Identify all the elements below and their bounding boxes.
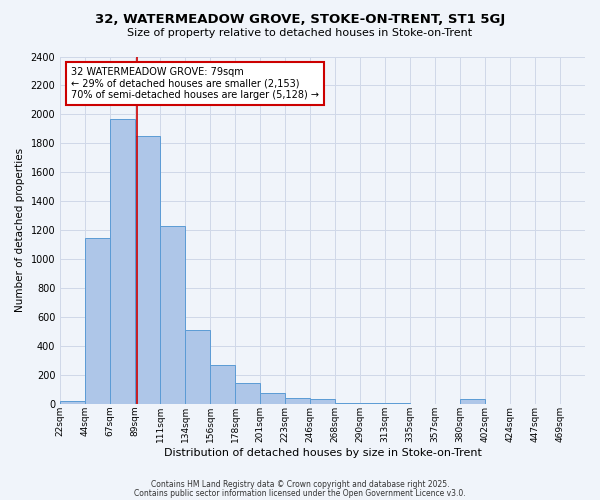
Bar: [110, 119, 135, 404]
Text: 32, WATERMEADOW GROVE, STOKE-ON-TRENT, ST1 5GJ: 32, WATERMEADOW GROVE, STOKE-ON-TRENT, S…: [95, 12, 505, 26]
Text: Contains public sector information licensed under the Open Government Licence v3: Contains public sector information licen…: [134, 488, 466, 498]
Bar: [210, 365, 235, 404]
Text: 32 WATERMEADOW GROVE: 79sqm
← 29% of detached houses are smaller (2,153)
70% of : 32 WATERMEADOW GROVE: 79sqm ← 29% of det…: [71, 67, 319, 100]
Bar: [85, 238, 110, 404]
Bar: [185, 330, 210, 404]
Text: Size of property relative to detached houses in Stoke-on-Trent: Size of property relative to detached ho…: [127, 28, 473, 38]
Bar: [135, 136, 160, 404]
Y-axis label: Number of detached properties: Number of detached properties: [15, 148, 25, 312]
Bar: [235, 383, 260, 404]
Text: Contains HM Land Registry data © Crown copyright and database right 2025.: Contains HM Land Registry data © Crown c…: [151, 480, 449, 489]
X-axis label: Distribution of detached houses by size in Stoke-on-Trent: Distribution of detached houses by size …: [164, 448, 482, 458]
Bar: [260, 392, 285, 404]
Bar: [310, 399, 335, 404]
Bar: [160, 226, 185, 404]
Bar: [60, 402, 85, 404]
Bar: [460, 399, 485, 404]
Bar: [285, 398, 310, 404]
